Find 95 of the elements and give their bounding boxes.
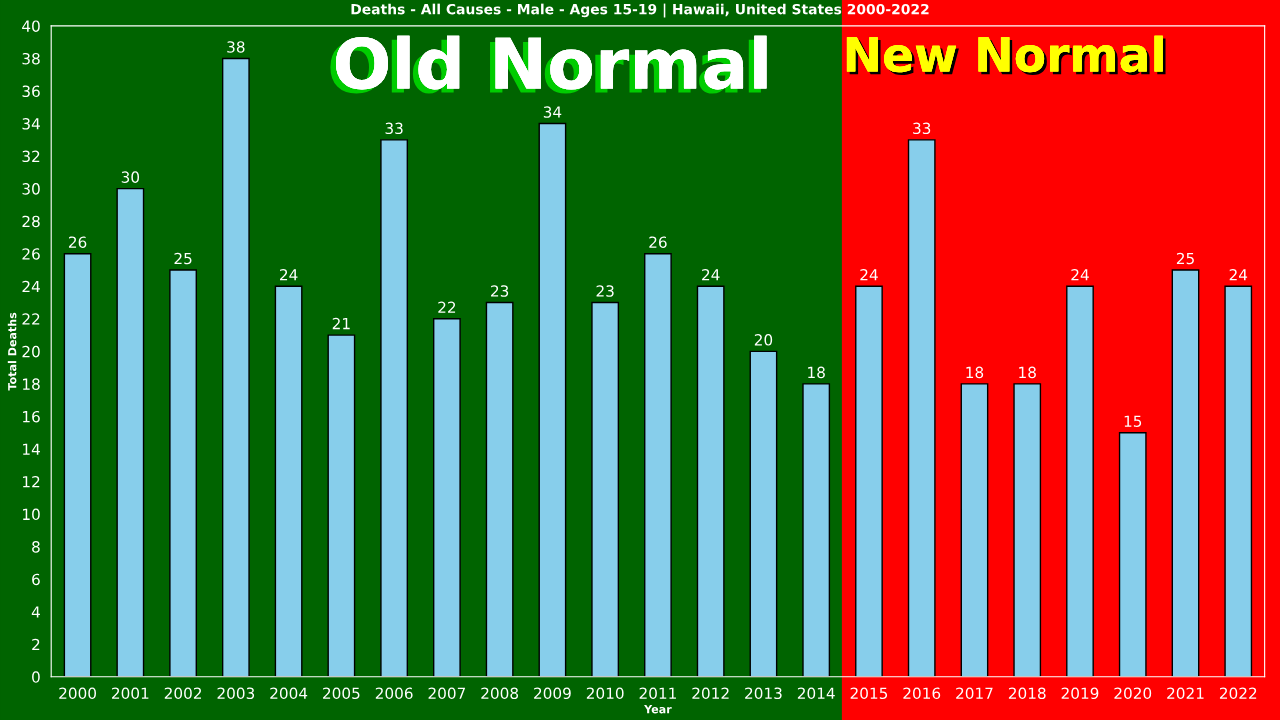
y-tick-label: 38 [22, 52, 40, 65]
x-tick-label: 2000 [59, 687, 96, 700]
bar [380, 139, 409, 677]
y-tick-label: 26 [22, 248, 40, 260]
bar [221, 57, 250, 677]
bar [1118, 432, 1147, 677]
y-tick-label: 0 [32, 671, 40, 683]
x-tick-label: 2012 [692, 687, 729, 700]
y-tick-label: 14 [23, 443, 40, 455]
data-label: 21 [332, 317, 350, 330]
data-label: 18 [1019, 366, 1036, 379]
bar [538, 122, 567, 677]
x-tick-label: 2002 [164, 687, 202, 700]
bar [63, 253, 92, 677]
data-label: 24 [280, 268, 298, 281]
y-tick-label: 6 [32, 573, 40, 586]
y-tick-label: 16 [23, 410, 40, 423]
data-label: 33 [913, 122, 931, 135]
bar [644, 253, 672, 677]
data-label: 20 [754, 334, 773, 346]
y-tick-label: 32 [22, 150, 40, 163]
chart-title: Deaths - All Causes - Male - Ages 15-19 | Hawaii, United States 2000-2022 [351, 3, 929, 18]
data-label: 34 [543, 106, 562, 118]
y-tick-label: 12 [23, 476, 40, 488]
bar [1171, 269, 1200, 677]
y-tick-label: 4 [31, 606, 40, 618]
band-label: New Normal [846, 35, 1166, 76]
bar [1066, 285, 1094, 677]
data-label: 30 [121, 171, 140, 183]
x-tick-label: 2009 [534, 687, 571, 700]
x-tick-label: 2011 [639, 687, 676, 700]
bar [1013, 383, 1042, 677]
x-tick-label: 2020 [1114, 687, 1152, 700]
y-tick-label: 28 [22, 215, 40, 228]
x-tick-label: 2022 [1219, 687, 1257, 700]
bar [696, 285, 725, 677]
y-tick-label: 20 [22, 345, 40, 358]
bar [433, 318, 461, 677]
bar [591, 301, 620, 677]
x-tick-label: 2010 [586, 687, 624, 700]
y-tick-label: 18 [23, 378, 40, 390]
x-tick-label: 2006 [375, 687, 413, 700]
x-tick-label: 2016 [903, 687, 941, 700]
y-tick-label: 2 [32, 638, 40, 651]
y-tick-label: 30 [22, 183, 40, 195]
y-tick-label: 36 [22, 85, 40, 98]
x-tick-label: 2004 [270, 687, 308, 700]
y-tick-label: 10 [23, 508, 40, 521]
band-label: Old Normal [330, 35, 767, 94]
data-label: 25 [1176, 252, 1194, 265]
data-label: 33 [385, 122, 403, 135]
y-tick-label: 8 [32, 541, 40, 553]
y-axis-title: Total Deaths [7, 312, 17, 391]
bar [327, 334, 356, 677]
y-tick-label: 34 [22, 118, 40, 130]
bar [855, 285, 883, 677]
data-label: 38 [227, 41, 245, 53]
y-tick-label: 22 [22, 313, 40, 325]
bar [116, 187, 145, 677]
bar [907, 139, 936, 677]
bar [960, 383, 989, 677]
data-label: 15 [1124, 415, 1142, 427]
bar [1224, 285, 1253, 677]
x-tick-label: 2014 [797, 687, 835, 700]
bar [169, 269, 197, 677]
x-tick-label: 2015 [850, 687, 888, 700]
data-label: 18 [966, 366, 984, 379]
bar [485, 301, 514, 677]
data-label: 26 [649, 236, 667, 248]
x-axis-title: Year [644, 705, 672, 714]
data-label: 23 [491, 285, 509, 297]
data-label: 22 [438, 301, 456, 313]
data-label: 24 [1229, 268, 1248, 281]
bar [749, 350, 778, 677]
data-label: 23 [596, 285, 614, 297]
data-label: 24 [702, 268, 720, 281]
x-tick-label: 2021 [1167, 687, 1204, 700]
x-tick-label: 2005 [323, 687, 360, 700]
x-tick-label: 2018 [1008, 687, 1046, 700]
x-tick-label: 2001 [112, 687, 149, 700]
x-tick-label: 2017 [956, 687, 993, 700]
y-tick-label: 40 [22, 20, 40, 32]
bar [802, 383, 831, 677]
x-tick-label: 2013 [745, 687, 782, 700]
bar [274, 285, 303, 677]
x-tick-label: 2019 [1061, 687, 1099, 700]
data-label: 24 [1071, 268, 1089, 281]
y-tick-label: 24 [22, 280, 40, 293]
x-tick-label: 2003 [217, 687, 255, 700]
x-tick-label: 2008 [481, 687, 519, 700]
data-label: 18 [808, 366, 825, 379]
data-label: 26 [68, 236, 87, 248]
x-tick-label: 2007 [428, 687, 466, 700]
data-label: 24 [860, 268, 878, 281]
data-label: 25 [174, 252, 192, 265]
